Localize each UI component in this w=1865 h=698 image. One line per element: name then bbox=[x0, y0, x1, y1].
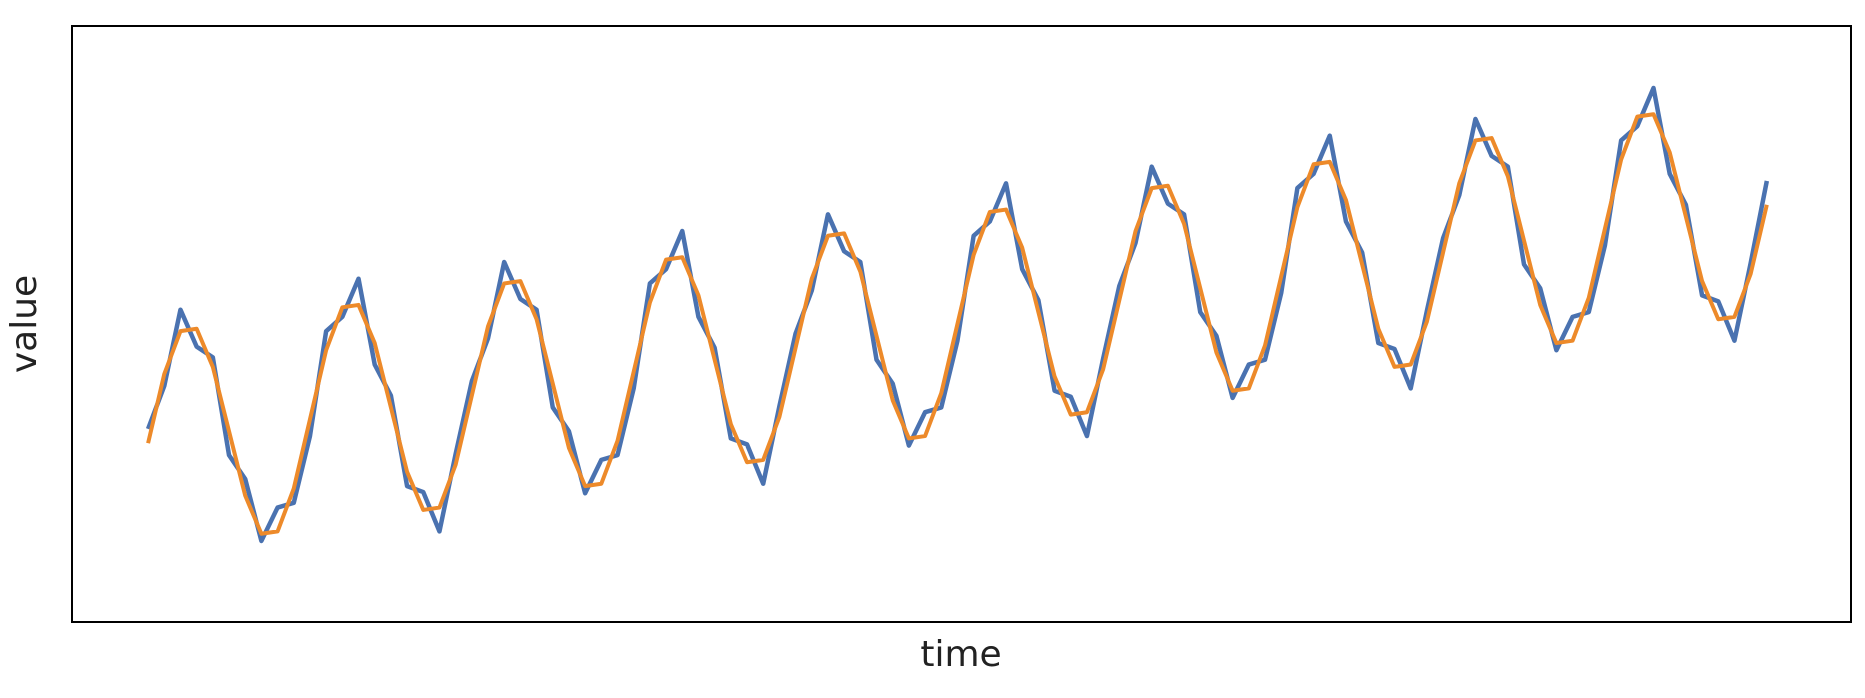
series-line bbox=[146, 112, 1769, 536]
plot-frame bbox=[71, 25, 1852, 623]
y-axis-label: value bbox=[4, 275, 45, 373]
series-line bbox=[145, 85, 1770, 544]
x-axis-label: time bbox=[920, 634, 1001, 675]
